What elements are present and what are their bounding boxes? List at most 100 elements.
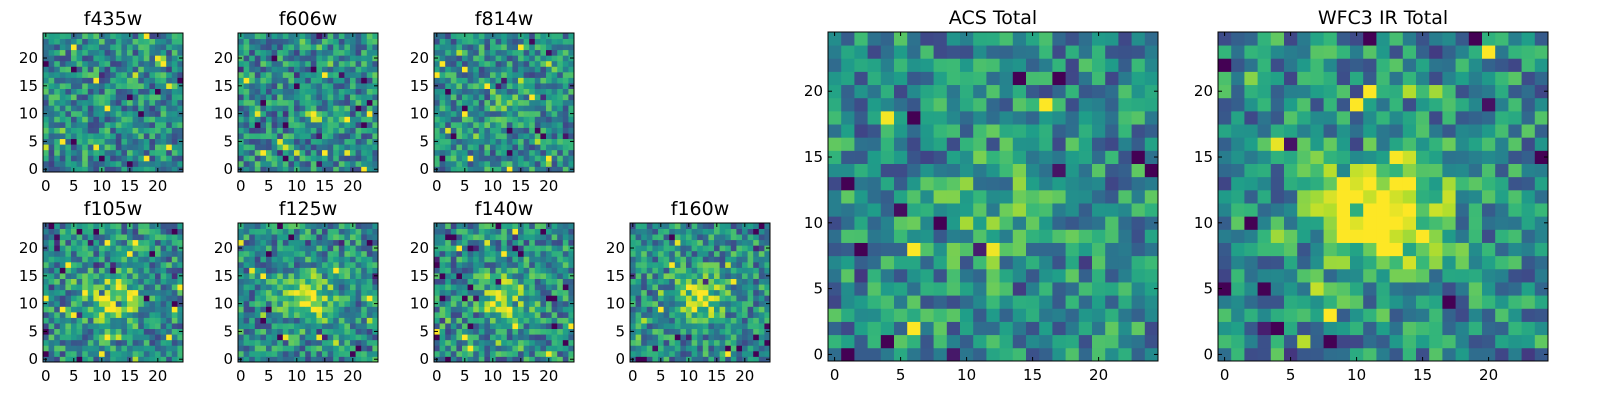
heatmap-cell — [658, 245, 664, 252]
heatmap-cell — [841, 203, 855, 217]
heatmap-cell — [243, 77, 250, 84]
heatmap-cell — [635, 295, 642, 302]
heatmap-cell — [960, 255, 974, 270]
heatmap-cell — [372, 60, 379, 67]
heatmap-cell — [562, 33, 569, 39]
heatmap-cell — [327, 166, 334, 173]
heatmap-cell — [243, 234, 250, 241]
heatmap-cell — [322, 317, 328, 324]
heatmap-cell — [439, 267, 446, 274]
heatmap-cell — [327, 356, 334, 363]
heatmap-cell — [445, 38, 452, 45]
heatmap-cell — [271, 105, 278, 112]
heatmap-cell — [841, 347, 855, 362]
heatmap-cell — [490, 155, 496, 162]
heatmap-cell — [730, 311, 737, 318]
heatmap-cell — [166, 55, 173, 62]
heatmap-cell — [540, 334, 547, 341]
heatmap-cell — [753, 306, 760, 313]
heatmap-cell — [663, 311, 670, 318]
heatmap-cell — [719, 256, 726, 263]
heatmap-cell — [456, 66, 463, 73]
heatmap-cell — [344, 55, 351, 62]
heatmap-cell — [299, 245, 306, 252]
heatmap-cell — [523, 138, 530, 145]
heatmap-cell — [65, 127, 72, 134]
heatmap-cell — [249, 228, 256, 235]
heatmap-cell — [166, 60, 173, 67]
heatmap-cell — [1092, 282, 1106, 296]
heatmap-cell — [366, 110, 373, 117]
heatmap-cell — [166, 317, 173, 324]
heatmap-cell — [674, 228, 681, 235]
y-tick-label: 20 — [606, 239, 625, 257]
heatmap-cell — [719, 350, 726, 357]
heatmap-cell — [322, 328, 328, 335]
heatmap-cell — [557, 289, 564, 296]
heatmap-cell — [439, 83, 446, 89]
heatmap-cell — [828, 176, 842, 191]
heatmap-cell — [691, 239, 698, 246]
heatmap-cell — [484, 83, 491, 89]
heatmap-cell — [155, 88, 161, 95]
heatmap-cell — [986, 163, 1000, 178]
heatmap-cell — [462, 339, 468, 346]
heatmap-cell — [512, 350, 519, 357]
heatmap-cell — [546, 44, 552, 51]
heatmap-cell — [691, 289, 698, 296]
heatmap-cell — [138, 60, 145, 67]
heatmap-cell — [450, 33, 457, 39]
heatmap-cell — [288, 44, 295, 51]
heatmap-cell — [841, 150, 855, 164]
heatmap-cell — [166, 339, 173, 346]
heatmap-cell — [238, 99, 244, 106]
heatmap-cell — [271, 71, 278, 78]
heatmap-cell — [658, 234, 664, 241]
heatmap-cell — [366, 289, 373, 296]
heatmap-cell — [490, 300, 496, 307]
heatmap-cell — [355, 144, 362, 151]
heatmap-cell — [518, 328, 524, 335]
heatmap-cell — [99, 334, 105, 341]
heatmap-cell — [155, 339, 161, 346]
heatmap-cell — [708, 339, 715, 346]
heatmap-cell — [316, 306, 323, 313]
heatmap-cell — [646, 334, 653, 341]
heatmap-cell — [132, 273, 139, 279]
heatmap-cell — [87, 323, 94, 330]
heatmap-cell — [355, 300, 362, 307]
heatmap-cell — [288, 144, 295, 151]
heatmap-cell — [450, 55, 457, 62]
heatmap-cell — [316, 261, 323, 268]
heatmap-cell — [350, 245, 356, 252]
heatmap-cell — [506, 239, 513, 246]
heatmap-cell — [121, 356, 128, 363]
heatmap-cell — [523, 306, 530, 313]
heatmap-cell — [121, 49, 128, 56]
heatmap-cell — [669, 250, 676, 257]
heatmap-cell — [641, 228, 648, 235]
heatmap-cell — [495, 300, 502, 307]
heatmap-cell — [518, 250, 524, 257]
heatmap-cell — [132, 317, 139, 324]
y-tick-label: 5 — [419, 322, 429, 340]
heatmap-cell — [149, 83, 156, 89]
heatmap-cell — [149, 311, 156, 318]
heatmap-cell — [518, 38, 524, 45]
heatmap-cell — [333, 88, 340, 95]
heatmap-cell — [355, 127, 362, 134]
heatmap-cell — [160, 77, 167, 84]
heatmap-cell — [115, 306, 122, 313]
heatmap-cell — [523, 284, 530, 291]
heatmap-cell — [82, 71, 89, 78]
heatmap-cell — [59, 267, 66, 274]
heatmap-cell — [43, 60, 49, 67]
heatmap-cell — [828, 347, 842, 362]
heatmap-cell — [104, 284, 111, 291]
heatmap-cell — [747, 261, 754, 268]
heatmap-cell — [478, 273, 485, 279]
heatmap-cell — [562, 149, 569, 156]
heatmap-cell — [512, 256, 519, 263]
heatmap-cell — [249, 245, 256, 252]
heatmap-cell — [59, 49, 66, 56]
